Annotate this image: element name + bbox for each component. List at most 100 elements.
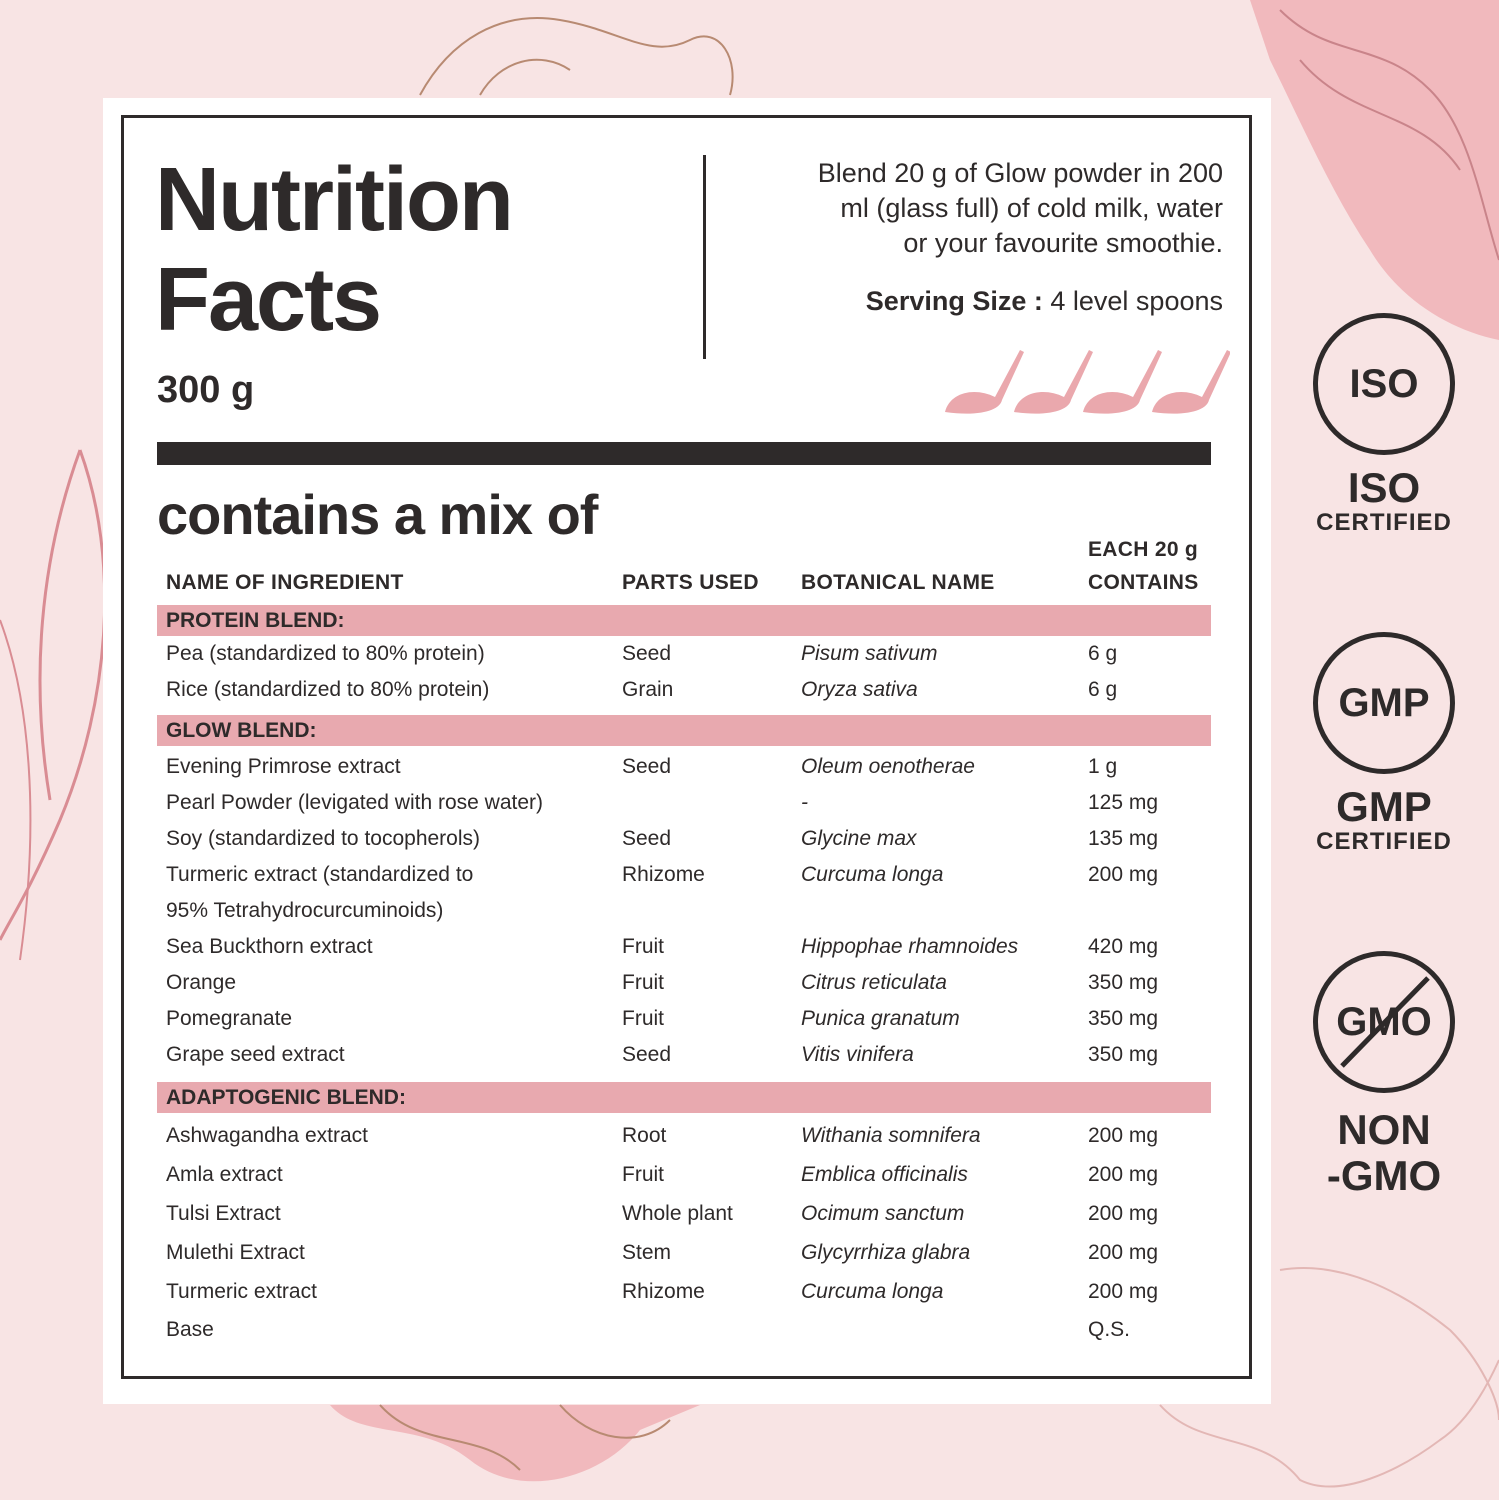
directions-line: Blend 20 g of Glow powder in 200 [817,158,1223,188]
parts-used: Seed [622,827,672,850]
blend-header-label: PROTEIN BLEND: [166,609,345,632]
amount: Q.S. [1088,1318,1131,1341]
botanical-name: Hippophae rhamnoides [801,935,1019,958]
badge-title: GMP [1336,783,1432,830]
table-row: Turmeric extract (standardized to Rhizom… [0,857,1499,893]
botanical-name: Emblica officinalis [801,1163,968,1186]
column-header-amount-line: CONTAINS [1088,571,1199,594]
amount: 200 mg [1088,1163,1159,1186]
strike-through-icon [1340,976,1430,1068]
parts-used: Stem [622,1241,672,1264]
ingredient-name: Pea (standardized to 80% protein) [166,642,485,665]
label-frame [121,115,1252,1379]
parts-used: Grain [622,678,674,701]
ingredient-name: Evening Primrose extract [166,755,401,778]
botanical-name: Curcuma longa [801,1280,944,1303]
ingredient-name: Ashwagandha extract [166,1124,368,1147]
parts-used: Seed [622,755,672,778]
badge-gmp: GMP GMP CERTIFIED [1313,632,1455,856]
amount: 200 mg [1088,1202,1159,1225]
column-header-amount: EACH 20 g CONTAINS [1088,533,1199,599]
parts-used: Rhizome [622,863,705,886]
table-row: 95% Tetrahydrocurcuminoids) [0,893,1499,929]
spoon-icon [1014,350,1093,414]
badge-subtitle: CERTIFIED [1316,828,1452,855]
iso-icon: ISO [1313,313,1455,455]
amount: 125 mg [1088,791,1159,814]
ingredient-name: Orange [166,971,237,994]
botanical-name: Vitis vinifera [801,1043,914,1066]
botanical-name: Glycine max [801,827,917,850]
parts-used: Fruit [622,971,664,994]
botanical-name: Oryza sativa [801,678,918,701]
parts-used: Fruit [622,935,664,958]
parts-used: Fruit [622,1163,664,1186]
table-row: Pea (standardized to 80% protein) Seed P… [0,636,1499,672]
badge-non-gmo: GMO NON -GMO [1313,951,1455,1199]
badge-subtitle: CERTIFIED [1316,509,1452,536]
ingredient-name: Pomegranate [166,1007,293,1030]
parts-used: Whole plant [622,1202,733,1225]
badge-title: ISO [1347,464,1421,511]
parts-used: Root [622,1124,667,1147]
directions-line: ml (glass full) of cold milk, water [840,193,1223,223]
botanical-name: Oleum oenotherae [801,755,975,778]
column-header-name: NAME OF INGREDIENT [166,571,404,594]
botanical-name: Withania somnifera [801,1124,981,1147]
directions-line: or your favourite smoothie. [903,228,1223,258]
spoon-icon [1083,350,1162,414]
column-header-botanical: BOTANICAL NAME [801,571,995,594]
net-weight: 300 g [157,369,255,411]
column-header-parts: PARTS USED [622,571,759,594]
column-header-amount-line: EACH 20 g [1088,538,1199,561]
amount: 350 mg [1088,1007,1159,1030]
ingredient-name: Turmeric extract [166,1280,317,1303]
botanical-name: Curcuma longa [801,863,944,886]
blend-header-label: ADAPTOGENIC BLEND: [166,1086,406,1109]
parts-used: Rhizome [622,1280,705,1303]
gmp-icon-text: GMP [1338,680,1430,725]
blend-header-adaptogenic: ADAPTOGENIC BLEND: [157,1082,1211,1113]
badge-subtitle: -GMO [1326,1152,1442,1199]
botanical-name: Pisum sativum [801,642,938,665]
table-row: Pearl Powder (levigated with rose water)… [0,785,1499,821]
amount: 200 mg [1088,863,1159,886]
ingredient-name: Grape seed extract [166,1043,345,1066]
blend-header-protein: PROTEIN BLEND: [157,605,1211,636]
amount: 1 g [1088,755,1118,778]
section-divider-bar [157,442,1211,465]
directions-text: Blend 20 g of Glow powder in 200 ml (gla… [745,156,1223,261]
table-row: Orange Fruit Citrus reticulata 350 mg [0,965,1499,1001]
blend-header-label: GLOW BLEND: [166,719,317,742]
table-row: Evening Primrose extract Seed Oleum oeno… [0,749,1499,785]
ingredient-name: Turmeric extract (standardized to [166,863,474,886]
ingredient-name: Rice (standardized to 80% protein) [166,678,490,701]
ingredient-name: Mulethi Extract [166,1241,305,1264]
table-row: Rice (standardized to 80% protein) Grain… [0,672,1499,708]
amount: 200 mg [1088,1280,1159,1303]
ingredient-name: Sea Buckthorn extract [166,935,373,958]
spoon-icons [945,350,1230,414]
table-row: Pomegranate Fruit Punica granatum 350 mg [0,1001,1499,1037]
blend-header-glow: GLOW BLEND: [157,715,1211,746]
badge-title: NON [1337,1106,1431,1153]
table-row: Turmeric extract Rhizome Curcuma longa 2… [0,1274,1499,1310]
spoon-icon [945,350,1024,414]
amount: 135 mg [1088,827,1159,850]
botanical-name: Citrus reticulata [801,971,947,994]
iso-icon-text: ISO [1349,361,1419,406]
table-row: Soy (standardized to tocopherols) Seed G… [0,821,1499,857]
botanical-name: Ocimum sanctum [801,1202,965,1225]
serving-value: 4 level spoons [1050,286,1223,316]
parts-used: Seed [622,1043,672,1066]
amount: 420 mg [1088,935,1159,958]
mix-heading: contains a mix of [157,483,598,546]
table-row: Tulsi Extract Whole plant Ocimum sanctum… [0,1196,1499,1232]
table-row: Sea Buckthorn extract Fruit Hippophae rh… [0,929,1499,965]
page-title: Nutrition Facts [155,150,514,350]
label-card [103,98,1271,1404]
amount: 350 mg [1088,971,1159,994]
table-row: Ashwagandha extract Root Withania somnif… [0,1118,1499,1154]
ingredient-name: Soy (standardized to tocopherols) [166,827,481,850]
botanical-name: Punica granatum [801,1007,960,1030]
